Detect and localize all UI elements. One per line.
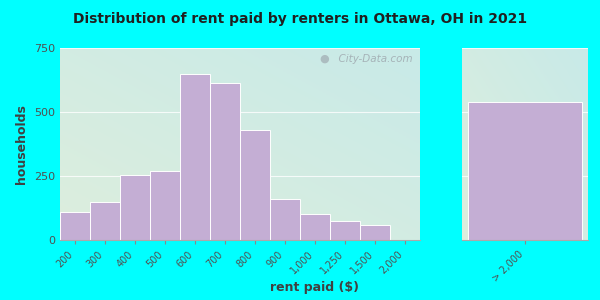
Text: City-Data.com: City-Data.com — [332, 54, 413, 64]
Text: Distribution of rent paid by renters in Ottawa, OH in 2021: Distribution of rent paid by renters in … — [73, 12, 527, 26]
Bar — [120, 175, 150, 240]
Bar — [360, 225, 390, 240]
Bar — [90, 202, 120, 240]
Y-axis label: households: households — [16, 104, 28, 184]
Bar — [330, 221, 360, 240]
Text: rent paid ($): rent paid ($) — [271, 281, 359, 294]
Bar — [210, 82, 240, 240]
Text: ●: ● — [319, 54, 329, 64]
Bar — [300, 214, 330, 240]
Bar — [180, 74, 210, 240]
Bar — [270, 199, 300, 240]
Bar — [240, 130, 270, 240]
Bar — [60, 212, 90, 240]
Bar — [150, 171, 180, 240]
Bar — [469, 102, 582, 240]
